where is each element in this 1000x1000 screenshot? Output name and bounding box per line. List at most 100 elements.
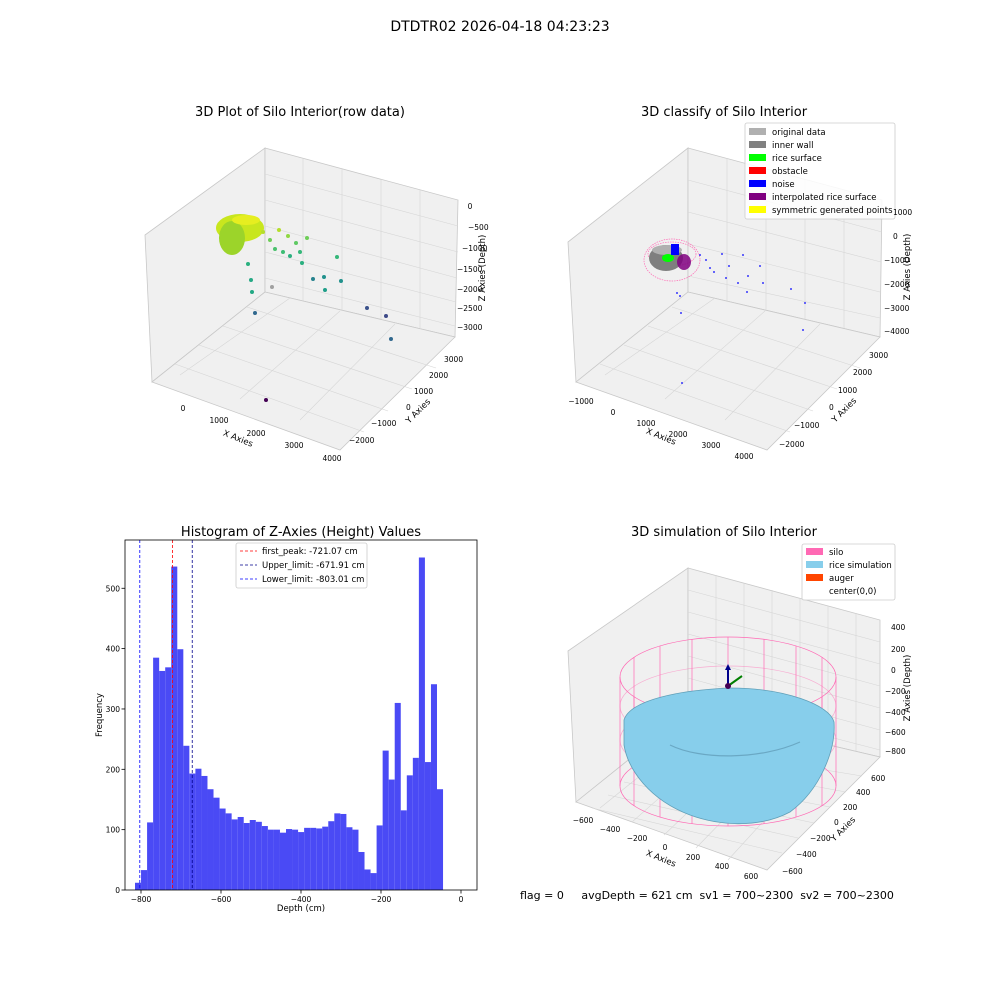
status-text: flag = 0 avgDepth = 621 cm sv1 = 700~230… xyxy=(520,889,894,902)
y-tick-label: 200 xyxy=(106,765,121,774)
z-tick: −3000 xyxy=(457,323,483,332)
noise-point xyxy=(699,254,701,256)
panel2-legend: original data inner wall rice surface ob… xyxy=(744,122,896,220)
data-point xyxy=(277,228,281,232)
histogram-bar xyxy=(195,768,202,890)
histogram-bar xyxy=(334,813,341,890)
legend-label: center(0,0) xyxy=(829,587,877,597)
rice-surface-cloud xyxy=(662,254,674,262)
histogram-bar xyxy=(267,829,274,890)
interpolated-rice-surface xyxy=(677,254,691,270)
noise-point xyxy=(705,259,707,261)
panel4-ylabel: Y Axies xyxy=(828,815,858,845)
y-tick: 400 xyxy=(856,788,871,797)
noise-point xyxy=(713,271,715,273)
z-tick: −400 xyxy=(885,708,906,717)
histogram-bar xyxy=(364,869,371,890)
z-tick: −600 xyxy=(885,728,906,737)
data-point xyxy=(294,241,298,245)
auger-marker xyxy=(725,664,743,689)
auger-z-arrowhead xyxy=(725,664,731,670)
y-tick: −2000 xyxy=(779,440,805,449)
noise-point xyxy=(759,265,761,267)
noise-point xyxy=(681,382,683,384)
panel3-title: Histogram of Z-Axies (Height) Values xyxy=(181,525,421,540)
panel2-gridlines xyxy=(599,158,883,433)
histogram-bar xyxy=(261,826,268,890)
z-tick: 0 xyxy=(893,232,898,241)
panel2-title: 3D classify of Silo Interior xyxy=(641,105,808,120)
rice-surface-dip xyxy=(669,741,801,757)
x-tick: 0 xyxy=(181,404,186,413)
legend-label: auger xyxy=(829,574,854,584)
histogram-bar xyxy=(201,775,208,890)
legend-frame xyxy=(744,122,896,220)
y-tick-label: 400 xyxy=(106,645,121,654)
y-tick: −400 xyxy=(796,850,817,859)
z-tick: 200 xyxy=(891,645,906,654)
x-tick: 600 xyxy=(744,872,759,881)
x-tick: 0 xyxy=(663,843,668,852)
x-tick-label: −400 xyxy=(291,895,312,904)
legend-swatch-inner-wall xyxy=(749,141,766,148)
noise-point xyxy=(742,254,744,256)
x-tick: 1000 xyxy=(636,419,655,428)
legend-swatch-rice-surface xyxy=(749,154,766,161)
data-point xyxy=(253,311,257,315)
legend-label: interpolated rice surface xyxy=(772,193,877,203)
x-tick: −600 xyxy=(573,816,594,825)
y-tick: 2000 xyxy=(853,368,872,377)
histogram-bar xyxy=(418,557,425,890)
data-point xyxy=(250,290,254,294)
noise-point xyxy=(725,277,727,279)
panel4-title: 3D simulation of Silo Interior xyxy=(631,525,818,540)
z-tick: 0 xyxy=(891,666,896,675)
data-point xyxy=(246,262,250,266)
legend-label: symmetric generated points xyxy=(772,206,893,216)
panel1-title: 3D Plot of Silo Interior(row data) xyxy=(195,105,405,120)
histogram-bar xyxy=(249,820,256,890)
center-point xyxy=(725,683,731,689)
noise-point xyxy=(728,265,730,267)
histogram-xlabel: Depth (cm) xyxy=(277,904,325,914)
histogram-bar xyxy=(292,829,299,890)
histogram-bar xyxy=(237,816,244,890)
histogram-bar xyxy=(298,832,305,890)
histogram-bar xyxy=(171,566,178,890)
y-tick: 200 xyxy=(843,803,858,812)
data-point xyxy=(305,236,309,240)
data-point xyxy=(298,250,302,254)
panel2-floor-pane xyxy=(575,291,881,451)
y-tick: 1000 xyxy=(838,386,857,395)
legend-label: inner wall xyxy=(772,141,813,151)
x-tick: 3000 xyxy=(284,441,303,450)
histogram-bar xyxy=(147,822,154,890)
panel-3d-raw-scatter: 3D Plot of Silo Interior(row data) xyxy=(144,105,489,463)
x-tick: 1000 xyxy=(209,416,228,425)
legend-label: rice simulation xyxy=(829,561,892,571)
data-point xyxy=(286,234,290,238)
panel2-zlabel: Z Axies (Depth) xyxy=(903,234,913,301)
histogram-bar xyxy=(231,819,238,890)
y-tick: −1000 xyxy=(371,419,397,428)
noise-point xyxy=(747,275,749,277)
noise-point xyxy=(680,312,682,314)
histogram-bar xyxy=(213,797,220,890)
legend-swatch-original-data xyxy=(749,128,766,135)
histogram-bar xyxy=(388,779,395,890)
panel-3d-classify: 3D classify of Silo Interior xyxy=(567,105,913,461)
histogram-bar xyxy=(225,813,232,890)
data-point xyxy=(335,255,339,259)
histogram-bar xyxy=(328,821,335,890)
histogram-bar xyxy=(153,657,160,890)
histogram-bar xyxy=(310,827,317,890)
legend-label: obstacle xyxy=(772,167,808,177)
noise-point xyxy=(737,282,739,284)
data-point xyxy=(273,247,277,251)
legend-frame xyxy=(235,542,368,589)
noise-point xyxy=(804,302,806,304)
panel1-floor-pane xyxy=(151,291,456,451)
z-tick: −1000 xyxy=(462,244,488,253)
panel1-points xyxy=(216,214,393,402)
x-tick-label: −800 xyxy=(131,895,152,904)
